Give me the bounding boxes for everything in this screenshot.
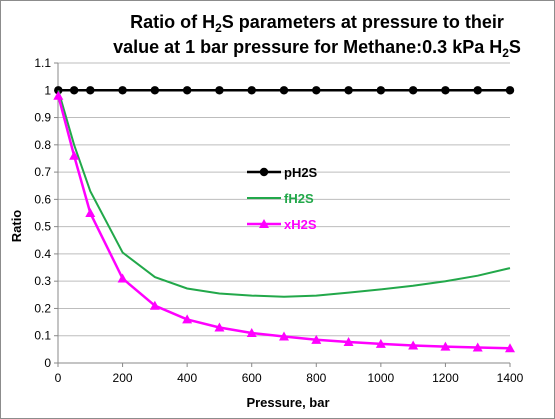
data-point-xH2S	[505, 343, 515, 353]
series-group	[53, 86, 515, 353]
series-fH2S	[57, 90, 511, 298]
data-point-pH2S	[312, 86, 321, 95]
data-point-pH2S	[376, 86, 386, 95]
series-xH2S	[53, 90, 515, 353]
y-tick-label: 0.5	[34, 220, 51, 234]
data-point-xH2S	[149, 300, 160, 310]
x-axis-tick-labels: 0 200 400 600 800 1000 1200 1400	[55, 371, 524, 385]
y-axis-title: Ratio	[9, 210, 24, 243]
x-tick-label: 800	[306, 371, 326, 385]
y-tick-label: 0.4	[34, 247, 51, 261]
legend-marker-pH2S	[259, 167, 269, 177]
y-tick-label: 0.9	[34, 111, 51, 125]
chart-title: Ratio of H2S parameters at pressure to t…	[113, 12, 521, 60]
x-tick-label: 1000	[368, 371, 395, 385]
data-point-xH2S	[85, 208, 96, 217]
legend-item-pH2S: pH2S	[247, 165, 318, 180]
data-point-pH2S	[69, 86, 79, 95]
y-tick-label: 0.8	[34, 138, 51, 152]
data-point-xH2S	[279, 331, 289, 341]
legend-label-fH2S: fH2S	[284, 191, 314, 206]
data-point-xH2S	[117, 273, 128, 283]
data-point-pH2S	[473, 86, 482, 95]
data-point-pH2S	[441, 86, 450, 95]
y-axis-tick-labels: 0 0.1 0.2 0.3 0.4 0.5 0.6 0.7 0.8 0.9 1 1.1	[34, 56, 51, 370]
legend-label-xH2S: xH2S	[284, 217, 317, 232]
data-point-pH2S	[408, 86, 418, 95]
y-tick-label: 0.1	[34, 329, 51, 343]
data-point-pH2S	[344, 86, 353, 95]
data-point-pH2S	[279, 86, 289, 95]
legend-marker-xH2S	[259, 219, 269, 228]
series-line-fH2S	[57, 90, 511, 298]
data-point-pH2S	[505, 86, 515, 95]
chart-title-line-1: Ratio of H2S parameters at pressure to t…	[130, 12, 504, 35]
legend-label-pH2S: pH2S	[284, 165, 318, 180]
series-line-xH2S	[57, 95, 511, 350]
data-point-xH2S	[311, 334, 322, 344]
data-point-pH2S	[118, 86, 127, 95]
y-tick-label: 0.7	[34, 165, 51, 179]
data-point-xH2S	[343, 337, 354, 346]
data-point-xH2S	[375, 338, 386, 348]
y-tick-label: 0.2	[34, 301, 51, 315]
data-point-xH2S	[214, 322, 225, 332]
y-tick-label: 0	[44, 356, 51, 370]
data-point-pH2S	[86, 86, 95, 95]
data-point-pH2S	[247, 86, 256, 95]
y-tick-label: 1	[44, 83, 51, 97]
axes	[54, 62, 511, 367]
legend-item-fH2S: fH2S	[247, 191, 314, 206]
data-point-xH2S	[472, 342, 483, 352]
x-tick-label: 400	[177, 371, 197, 385]
x-axis-title: Pressure, bar	[246, 395, 329, 410]
x-tick-label: 600	[242, 371, 262, 385]
data-point-pH2S	[54, 86, 63, 95]
x-tick-label: 1200	[432, 371, 459, 385]
y-tick-label: 0.3	[34, 274, 51, 288]
legend: pH2S fH2S xH2S	[247, 165, 318, 232]
x-tick-label: 1400	[497, 371, 524, 385]
y-tick-label: 1.1	[34, 56, 51, 70]
data-point-pH2S	[150, 86, 160, 95]
legend-item-xH2S: xH2S	[247, 217, 317, 232]
data-point-xH2S	[246, 328, 257, 337]
x-tick-label: 0	[55, 371, 62, 385]
x-tick-label: 200	[113, 371, 133, 385]
data-point-xH2S	[182, 314, 193, 324]
y-tick-label: 0.6	[34, 192, 51, 206]
chart-title-line-2: value at 1 bar pressure for Methane:0.3 …	[113, 37, 521, 60]
data-point-xH2S	[440, 341, 451, 351]
data-point-xH2S	[53, 90, 64, 100]
data-point-xH2S	[408, 340, 419, 350]
data-point-pH2S	[215, 86, 224, 95]
data-point-pH2S	[182, 86, 192, 95]
data-point-xH2S	[69, 150, 80, 160]
series-pH2S	[54, 86, 515, 95]
